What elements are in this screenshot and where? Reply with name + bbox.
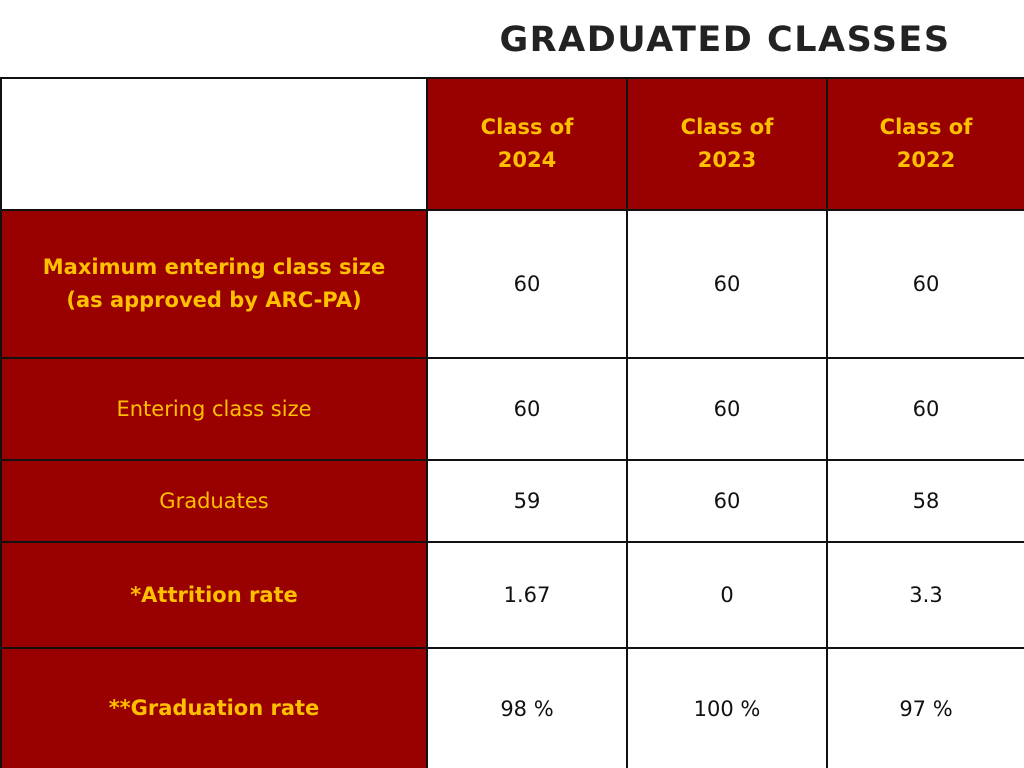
graduated-classes-table: Class of 2024 Class of 2023 Class of 202… [0, 77, 1024, 768]
table-cell: 59 [426, 459, 628, 543]
table-cell: 97 % [826, 647, 1024, 768]
table-cell: 98 % [426, 647, 628, 768]
table-row: **Graduation rate 98 % 100 % 97 % [0, 647, 1024, 768]
table-cell: 60 [426, 209, 628, 359]
table-cell: 60 [626, 209, 828, 359]
row-label-maximum-entering-class-size: Maximum entering class size (as approved… [0, 209, 428, 359]
table-cell: 60 [626, 357, 828, 461]
table-cell: 1.67 [426, 541, 628, 649]
row-label-graduates: Graduates [0, 459, 428, 543]
table-corner-cell [0, 77, 428, 211]
column-header-class-of-2024: Class of 2024 [426, 77, 628, 211]
table-cell: 60 [426, 357, 628, 461]
table-cell: 60 [826, 357, 1024, 461]
column-header-class-of-2023: Class of 2023 [626, 77, 828, 211]
table-cell: 60 [826, 209, 1024, 359]
table-cell: 100 % [626, 647, 828, 768]
table-cell: 0 [626, 541, 828, 649]
table-row: Maximum entering class size (as approved… [0, 209, 1024, 359]
row-label-attrition-rate: *Attrition rate [0, 541, 428, 649]
row-label-entering-class-size: Entering class size [0, 357, 428, 461]
column-header-class-of-2022: Class of 2022 [826, 77, 1024, 211]
table-cell: 3.3 [826, 541, 1024, 649]
table-row: Entering class size 60 60 60 [0, 357, 1024, 461]
page-title: GRADUATED CLASSES [499, 20, 951, 60]
table-row: *Attrition rate 1.67 0 3.3 [0, 541, 1024, 649]
table-cell: 58 [826, 459, 1024, 543]
table-header-row: Class of 2024 Class of 2023 Class of 202… [0, 77, 1024, 211]
row-label-graduation-rate: **Graduation rate [0, 647, 428, 768]
table-row: Graduates 59 60 58 [0, 459, 1024, 543]
table-cell: 60 [626, 459, 828, 543]
